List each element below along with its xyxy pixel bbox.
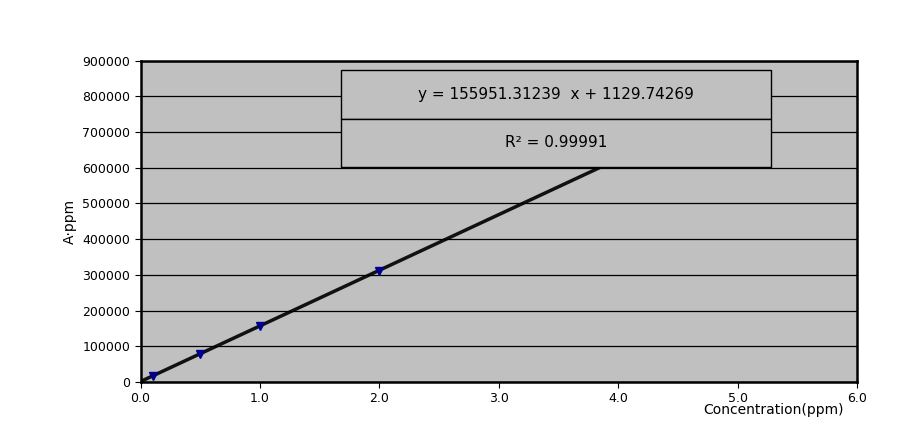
Text: R² = 0.99991: R² = 0.99991	[505, 135, 608, 150]
Bar	[341, 118, 771, 167]
Bar	[341, 70, 771, 118]
Text: Concentration(ppm): Concentration(ppm)	[703, 403, 844, 417]
Text: y = 155951.31239  x + 1129.74269: y = 155951.31239 x + 1129.74269	[418, 87, 694, 102]
Y-axis label: A·ppm: A·ppm	[63, 199, 76, 244]
